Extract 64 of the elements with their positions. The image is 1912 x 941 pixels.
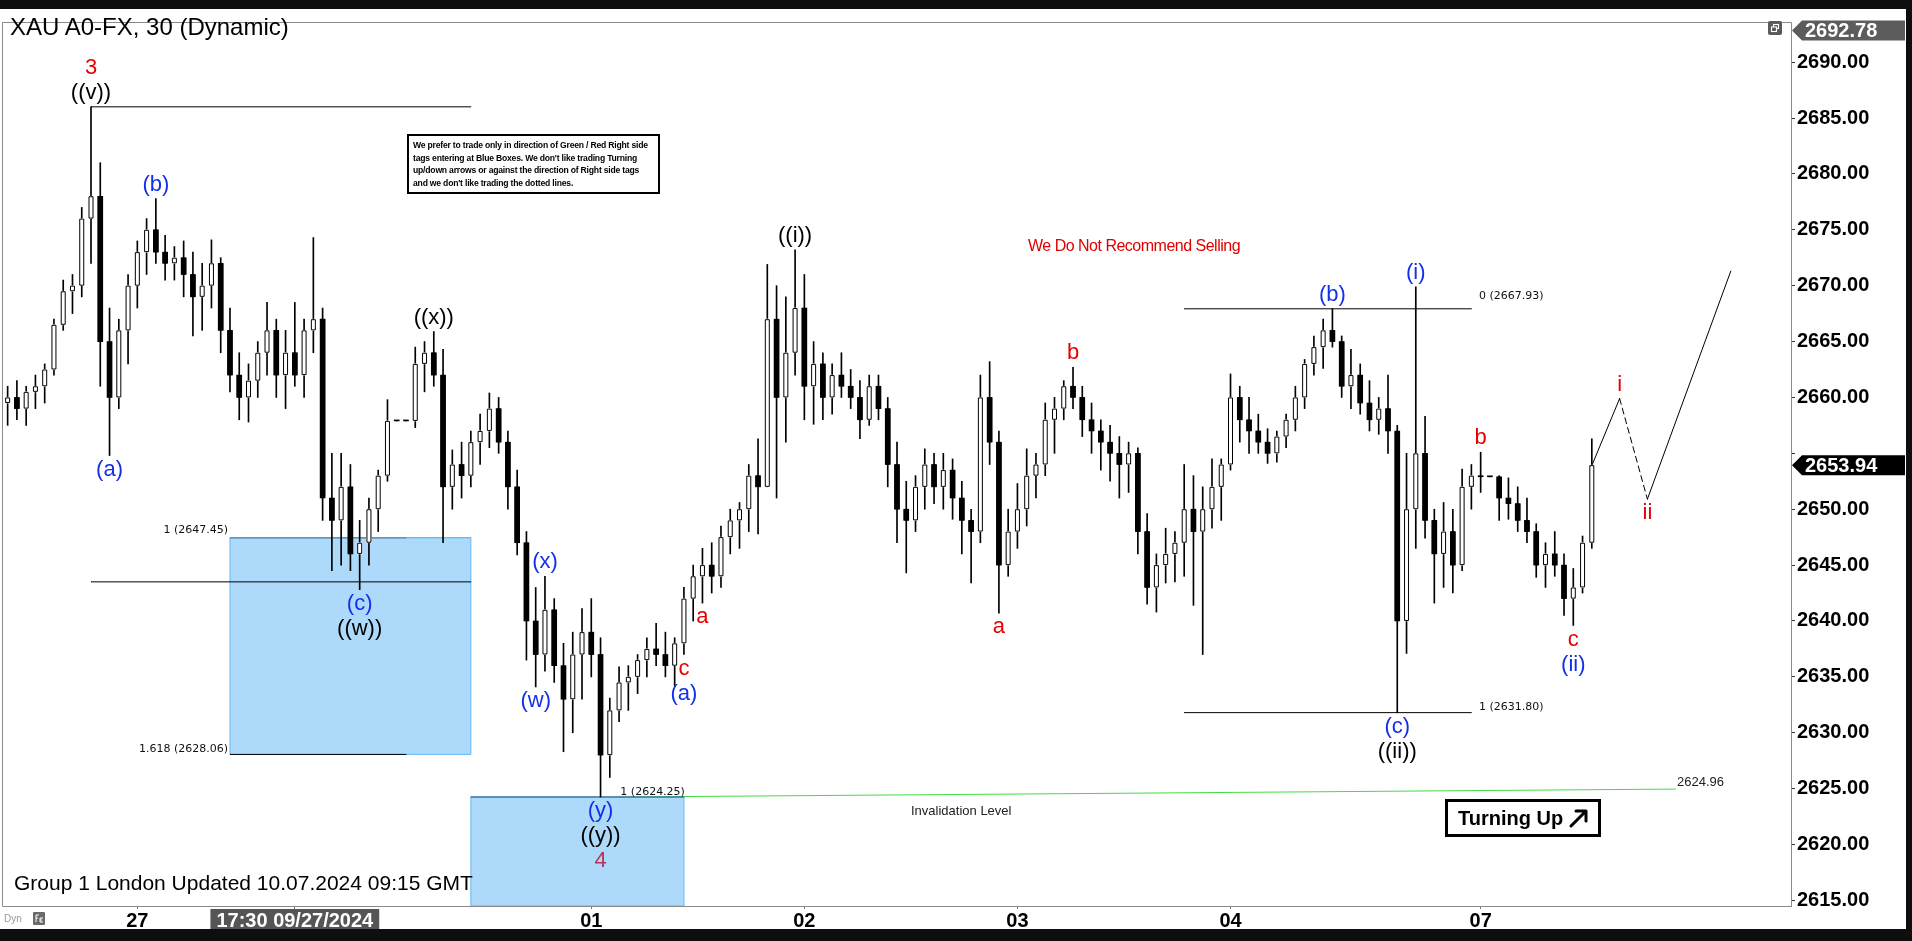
x-tick-label: 01 (580, 908, 603, 931)
annotation: ((x)) (413, 303, 454, 329)
x-tick-label: 27 (126, 908, 149, 931)
annotation: (w) (520, 686, 551, 712)
y-tick-label: 2680.00 (1797, 161, 1870, 184)
y-tick-label: 2675.00 (1797, 217, 1870, 240)
text: 2653.94 (1805, 453, 1879, 476)
annotation: (ii) (1561, 650, 1586, 676)
annotation: b (1066, 339, 1080, 365)
x-tick-label: 07 (1469, 908, 1492, 931)
annotation: (a) (670, 679, 698, 705)
annotation: a (696, 603, 710, 629)
annotation: 1 (2631.80) (1479, 700, 1544, 713)
annotation: a (992, 613, 1006, 639)
annotation: 1 (2647.45) (163, 523, 228, 536)
annotation: 2624.96 (1677, 774, 1724, 789)
annotation: Turning Up (1458, 806, 1564, 830)
annotation: We prefer to trade only in direction of Green / Red Right side tags entering at Blue Boxes. We don't like trading Turning up/down arrows or against the direction of Right side tags and we don't like trading the dotted lines. (413, 140, 648, 188)
x-tick-label: 17:30 09/27/2024 (216, 908, 375, 931)
annotation: ((y)) (580, 822, 621, 848)
y-tick-label: 2660.00 (1797, 384, 1870, 407)
y-tick-label: 2615.00 (1797, 887, 1870, 910)
y-tick-label: 2650.00 (1797, 496, 1870, 519)
y-tick-label: 2640.00 (1797, 608, 1870, 631)
annotation: b (1474, 424, 1487, 450)
x-tick-label: 04 (1219, 908, 1243, 931)
annotation: Invalidation Level (911, 803, 1012, 818)
text: 2692.78 (1805, 19, 1878, 42)
annotation: ((i)) (777, 221, 813, 247)
annotation: (b) (142, 170, 170, 196)
y-tick-label: 2690.00 (1797, 49, 1870, 72)
text: Dyn (4, 913, 22, 924)
annotation: (c) (1384, 712, 1411, 738)
annotation: (y) (587, 797, 614, 823)
chart-title: XAU A0-FX, 30 (Dynamic) (10, 13, 289, 41)
annotation: 0 (2667.93) (1479, 289, 1544, 302)
y-tick-label: 2620.00 (1797, 832, 1870, 855)
y-tick-label: 2625.00 (1797, 776, 1870, 799)
annotation: ((w)) (337, 614, 383, 640)
annotation: (b) (1318, 280, 1346, 306)
annotation: c (1567, 625, 1579, 651)
annotation: (a) (96, 455, 123, 481)
y-tick-label: 2630.00 (1797, 720, 1870, 743)
annotation: ((v)) (70, 78, 112, 104)
y-tick-label: 2635.00 (1797, 664, 1870, 687)
annotation: (c) (346, 589, 373, 615)
y-tick-label: 2670.00 (1797, 273, 1870, 296)
annotation: c (678, 654, 690, 680)
x-tick-label: 02 (793, 908, 816, 931)
annotation: i (1617, 370, 1623, 396)
annotation: (i) (1406, 258, 1426, 284)
y-tick-label: 2665.00 (1797, 329, 1870, 352)
annotation: We Do Not Recommend Selling (1028, 237, 1241, 254)
annotation: 4 (594, 847, 607, 873)
x-tick-label: 03 (1006, 908, 1029, 931)
annotation: 1.618 (2628.06) (138, 742, 228, 755)
annotation: 3 (84, 53, 98, 79)
y-tick-label: 2645.00 (1797, 552, 1870, 575)
y-tick-label: 2685.00 (1797, 105, 1870, 128)
annotation: ((ii)) (1377, 737, 1417, 763)
annotation: 1 (2624.25) (620, 784, 685, 798)
annotation: Group 1 London Updated 10.07.2024 09:15 GMT (14, 871, 473, 894)
annotation: (x) (532, 548, 558, 574)
annotation: ii (1642, 499, 1653, 525)
